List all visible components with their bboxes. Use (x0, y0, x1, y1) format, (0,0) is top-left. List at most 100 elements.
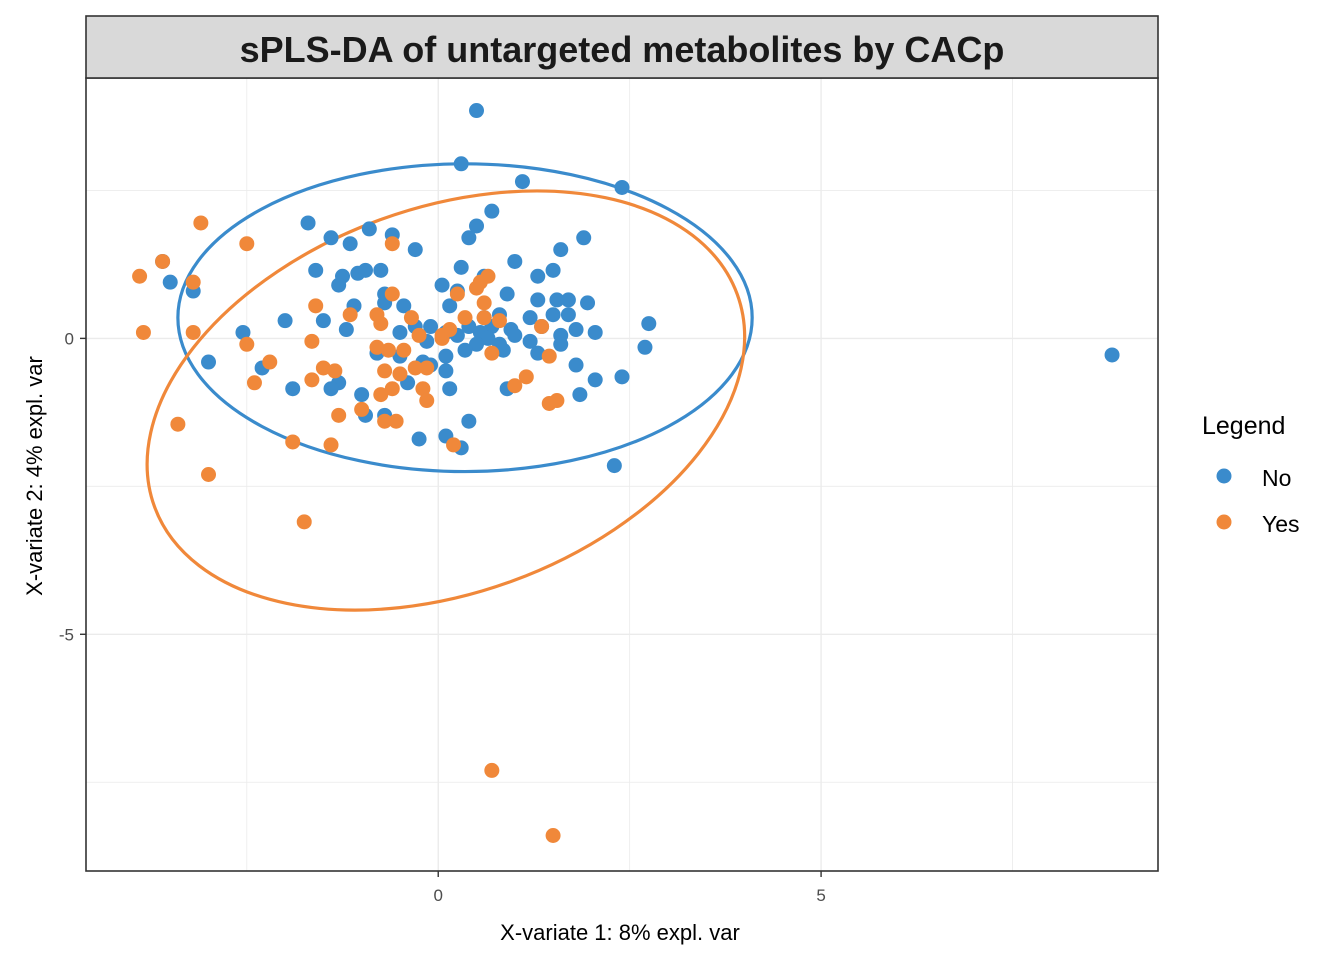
legend: Legend No Yes (1202, 412, 1300, 537)
point-yes (469, 280, 485, 296)
point-no (530, 268, 546, 284)
point-no (407, 242, 423, 258)
point-yes (491, 313, 507, 329)
point-no (442, 381, 458, 397)
x-tick-label: 5 (816, 886, 825, 905)
point-yes (411, 327, 427, 343)
point-yes (518, 369, 534, 385)
point-yes (327, 363, 343, 379)
point-no (545, 307, 561, 323)
point-no (357, 262, 373, 278)
point-no (553, 242, 569, 258)
legend-title: Legend (1202, 412, 1285, 440)
legend-key-yes (1216, 514, 1232, 530)
point-no (396, 298, 412, 314)
point-yes (193, 215, 209, 231)
point-no (587, 372, 603, 388)
title-strip (85, 15, 1159, 79)
point-yes (246, 375, 262, 391)
y-axis-title: X-variate 2: 4% expl. var (22, 356, 47, 596)
point-no (315, 313, 331, 329)
point-no (1104, 347, 1120, 363)
point-yes (434, 330, 450, 346)
point-no (434, 277, 450, 293)
point-yes (484, 762, 500, 778)
point-no (423, 319, 439, 335)
point-yes (135, 324, 151, 340)
point-no (308, 262, 324, 278)
point-yes (239, 336, 255, 352)
point-no (580, 295, 596, 311)
point-no (461, 413, 477, 429)
point-yes (419, 360, 435, 376)
point-yes (342, 307, 358, 323)
legend-label-no: No (1262, 465, 1291, 491)
point-no (277, 313, 293, 329)
point-no (373, 262, 389, 278)
point-yes (449, 286, 465, 302)
point-no (568, 357, 584, 373)
x-tick-label: 0 (433, 886, 442, 905)
point-yes (296, 514, 312, 530)
point-yes (507, 378, 523, 394)
point-yes (304, 333, 320, 349)
x-axis-title: X-variate 1: 8% expl. var (500, 920, 740, 945)
point-no (453, 156, 469, 172)
point-no (576, 230, 592, 246)
point-no (514, 174, 530, 190)
point-no (522, 310, 538, 326)
point-no (469, 103, 485, 119)
point-yes (185, 274, 201, 290)
ellipse-yes (145, 189, 747, 612)
point-yes (369, 339, 385, 355)
point-yes (446, 437, 462, 453)
point-yes (239, 236, 255, 252)
point-yes (541, 395, 557, 411)
point-no (323, 381, 339, 397)
point-no (411, 431, 427, 447)
point-no (549, 292, 565, 308)
point-no (545, 262, 561, 278)
grid-lines (86, 78, 1158, 871)
point-no (342, 236, 358, 252)
point-yes (201, 467, 217, 482)
point-yes (380, 342, 396, 358)
plot-panel (86, 78, 1158, 871)
point-no (338, 322, 354, 338)
point-yes (323, 437, 339, 453)
point-yes (392, 366, 408, 382)
data-points (132, 103, 1120, 843)
point-yes (384, 236, 400, 252)
point-no (162, 274, 178, 290)
point-yes (315, 360, 331, 376)
point-yes (155, 253, 171, 269)
point-yes (185, 324, 201, 340)
point-yes (384, 381, 400, 397)
point-no (285, 381, 301, 397)
point-yes (388, 413, 404, 429)
point-no (560, 307, 576, 323)
point-no (331, 277, 347, 293)
point-no (606, 458, 622, 474)
point-no (461, 230, 477, 246)
point-yes (377, 363, 393, 379)
point-no (522, 333, 538, 349)
point-yes (308, 298, 324, 314)
point-no (560, 292, 576, 308)
point-yes (373, 387, 389, 403)
point-yes (354, 401, 370, 417)
point-yes (132, 268, 148, 284)
point-no (201, 354, 217, 370)
point-yes (373, 316, 389, 332)
point-no (553, 336, 569, 352)
point-yes (403, 310, 419, 326)
point-yes (534, 319, 550, 335)
point-yes (170, 416, 186, 432)
point-yes (262, 354, 278, 370)
point-yes (384, 286, 400, 302)
point-no (495, 342, 511, 358)
point-yes (457, 310, 473, 326)
point-no (507, 327, 523, 343)
axis-ticks: 0 5 0 -5 (59, 329, 826, 905)
